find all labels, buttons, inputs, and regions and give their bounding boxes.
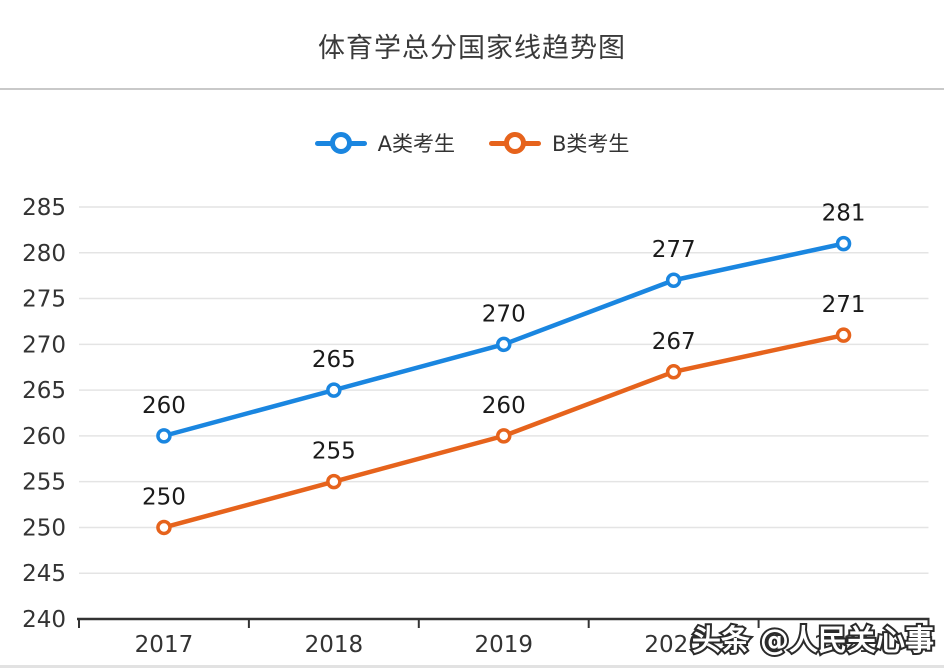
data-point-label: 267 [652, 329, 696, 355]
data-point [326, 473, 342, 490]
x-axis-tick-label: 2017 [135, 632, 194, 658]
data-point-label: 260 [482, 393, 526, 419]
y-axis-tick-label: 255 [22, 470, 66, 496]
y-axis-tick-label: 240 [22, 607, 66, 633]
data-point [665, 364, 682, 380]
data-point [496, 428, 512, 444]
data-point-label: 255 [312, 439, 356, 465]
legend-item-series-a[interactable]: A类考生 [314, 128, 455, 158]
chart-title: 体育学总分国家线趋势图 [318, 33, 626, 64]
y-axis-tick-label: 280 [22, 241, 66, 267]
y-axis-tick-label: 245 [22, 561, 66, 587]
watermark-text: 头条 @人民关心事 [692, 623, 934, 657]
y-axis-tick-label: 275 [22, 287, 66, 313]
chart-legend: A类考生 B类考生 [0, 128, 944, 158]
data-point [156, 519, 172, 536]
legend-item-series-b[interactable]: B类考生 [488, 128, 630, 158]
y-axis-tick-label: 285 [22, 195, 66, 221]
y-axis-tick-label: 260 [22, 424, 66, 450]
data-point-label: 250 [142, 484, 186, 510]
y-axis-tick-label: 270 [22, 332, 66, 358]
y-axis-tick-label: 265 [22, 378, 66, 404]
data-point-label: 265 [312, 347, 356, 373]
data-point [835, 327, 852, 343]
header-divider [0, 88, 944, 90]
y-axis-tick-label: 250 [22, 515, 66, 541]
data-point-label: 277 [652, 237, 696, 263]
data-point [156, 428, 172, 444]
data-point [326, 382, 342, 398]
data-point [496, 336, 512, 353]
legend-line-circle-icon [488, 132, 541, 154]
legend-label-series-b: B类考生 [551, 132, 630, 156]
x-axis-tick-label: 2021 [814, 632, 873, 658]
data-point-label: 260 [142, 393, 186, 419]
x-axis-tick-label: 2019 [474, 632, 533, 658]
data-point-label: 271 [822, 292, 866, 318]
data-point [835, 235, 852, 252]
data-point [665, 272, 682, 288]
legend-line-circle-icon [314, 132, 367, 154]
data-point-label: 270 [482, 301, 526, 327]
watermark: 头条 @人民关心事 [690, 621, 936, 659]
legend-label-series-a: A类考生 [377, 132, 455, 156]
x-axis-tick-label: 2018 [305, 632, 364, 658]
x-axis-tick-label: 2020 [644, 632, 703, 658]
page-bottom-edge [0, 665, 944, 668]
data-point-label: 281 [822, 201, 866, 227]
